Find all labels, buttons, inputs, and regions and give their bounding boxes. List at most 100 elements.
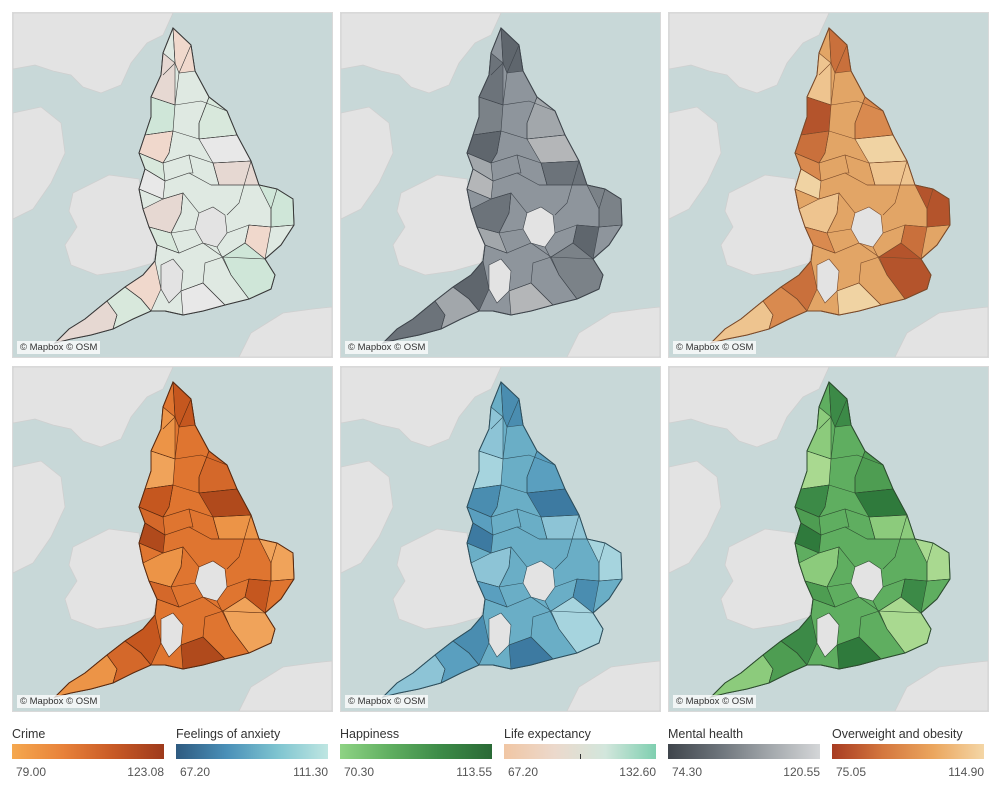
region-boundary xyxy=(270,542,278,581)
map-attribution[interactable]: © Mapbox © OSM xyxy=(345,341,429,354)
land-mass xyxy=(341,460,394,574)
region-boundary xyxy=(144,130,238,140)
legend-color-bar xyxy=(340,744,492,759)
region-boundary xyxy=(818,484,830,518)
region-boundary xyxy=(516,154,522,174)
region-boundary xyxy=(800,130,894,140)
region-boundary xyxy=(872,600,906,654)
region-boundary xyxy=(466,188,528,214)
region-boundary xyxy=(452,286,480,312)
region-boundary xyxy=(216,600,250,654)
region-boundary xyxy=(434,654,446,684)
england-coastline xyxy=(709,381,951,698)
missing-data-area xyxy=(488,258,512,304)
map-attribution[interactable]: © Mapbox © OSM xyxy=(673,695,757,708)
region-boundary xyxy=(226,224,295,234)
legend-max-value: 113.55 xyxy=(456,765,492,779)
region-boundary xyxy=(138,542,200,568)
region-boundary xyxy=(502,44,520,106)
legend-max-value: 123.08 xyxy=(127,765,164,779)
land-mass xyxy=(894,660,988,711)
region-boundary xyxy=(854,96,866,139)
missing-data-area xyxy=(194,206,228,248)
region-boundary xyxy=(780,286,808,312)
region-boundary xyxy=(138,188,200,214)
region-boundary xyxy=(472,130,566,140)
map-crime-canvas xyxy=(13,13,332,357)
region-boundary xyxy=(211,162,220,186)
region-boundary xyxy=(162,484,174,518)
region-boundary xyxy=(490,484,502,518)
region-boundary xyxy=(554,578,623,588)
land-mass xyxy=(13,13,174,94)
legend-max-value: 120.55 xyxy=(783,765,820,779)
legend-color-bar xyxy=(176,744,328,759)
region-boundary xyxy=(872,246,906,300)
legend-max-value: 114.90 xyxy=(948,765,984,779)
region-boundary xyxy=(222,224,250,258)
legend-max-value: 111.30 xyxy=(293,765,328,779)
map-life-expectancy[interactable]: © Mapbox © OSM xyxy=(12,366,333,712)
map-attribution[interactable]: © Mapbox © OSM xyxy=(673,341,757,354)
region-boundary xyxy=(498,192,512,234)
region-boundary xyxy=(222,578,250,612)
region-boundary xyxy=(858,610,880,638)
region-boundary xyxy=(882,514,908,570)
region-boundary xyxy=(926,188,934,227)
region-boundary xyxy=(490,381,504,430)
region-boundary xyxy=(498,546,512,588)
map-life-expectancy-canvas xyxy=(13,367,332,711)
region-boundary xyxy=(800,484,894,494)
missing-data-area xyxy=(194,560,228,602)
region-boundary xyxy=(150,450,228,466)
missing-data-area xyxy=(488,612,512,658)
land-mass xyxy=(13,367,174,448)
map-attribution[interactable]: © Mapbox © OSM xyxy=(17,341,101,354)
map-attribution[interactable]: © Mapbox © OSM xyxy=(17,695,101,708)
land-mass xyxy=(669,460,722,574)
region-boundary xyxy=(926,542,934,581)
missing-data-area xyxy=(160,258,184,304)
legend-midpoint-tick xyxy=(580,754,581,759)
map-overweight-obesity[interactable]: © Mapbox © OSM xyxy=(668,12,989,358)
region-boundary xyxy=(124,640,152,666)
region-boundary xyxy=(818,27,832,76)
region-boundary xyxy=(539,516,548,540)
region-boundary xyxy=(216,246,250,300)
region-boundary xyxy=(544,600,578,654)
missing-data-area xyxy=(160,612,184,658)
region-boundary xyxy=(106,654,118,684)
missing-data-area xyxy=(522,560,556,602)
region-boundary xyxy=(478,450,556,466)
region-boundary xyxy=(794,188,856,214)
region-boundary xyxy=(174,398,192,460)
map-feelings-anxiety[interactable]: © Mapbox © OSM xyxy=(340,366,661,712)
legend-title: Feelings of anxiety xyxy=(176,727,281,741)
legend-color-bar xyxy=(668,744,820,759)
region-boundary xyxy=(882,160,908,216)
land-mass xyxy=(669,13,830,94)
region-boundary xyxy=(162,381,176,430)
wales-land xyxy=(392,174,486,276)
missing-data-area xyxy=(816,258,840,304)
map-mental-health[interactable]: © Mapbox © OSM xyxy=(340,12,661,358)
map-overweight-obesity-canvas xyxy=(669,13,988,357)
region-boundary xyxy=(202,610,224,638)
region-boundary xyxy=(170,546,184,588)
region-boundary xyxy=(539,162,548,186)
region-boundary xyxy=(226,160,252,216)
map-crime[interactable]: © Mapbox © OSM xyxy=(12,12,333,358)
region-boundary xyxy=(502,398,520,460)
region-boundary xyxy=(530,256,552,284)
region-boundary xyxy=(162,130,174,164)
region-boundary xyxy=(452,640,480,666)
missing-data-area xyxy=(816,612,840,658)
region-boundary xyxy=(526,450,538,493)
legend-title: Crime xyxy=(12,727,46,741)
map-feelings-anxiety-canvas xyxy=(341,367,660,711)
legend-min-value: 67.20 xyxy=(508,765,539,779)
wales-land xyxy=(720,174,814,276)
region-boundary xyxy=(544,246,578,300)
map-happiness[interactable]: © Mapbox © OSM xyxy=(668,366,989,712)
map-attribution[interactable]: © Mapbox © OSM xyxy=(345,695,429,708)
